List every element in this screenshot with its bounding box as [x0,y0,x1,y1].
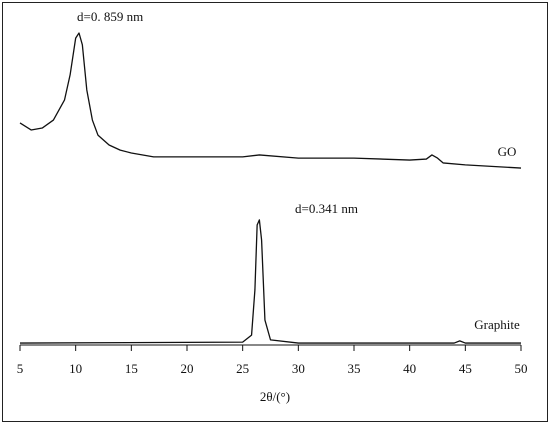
x-tick-label: 25 [236,361,249,376]
x-tick-label: 50 [515,361,528,376]
x-tick-label: 10 [69,361,82,376]
x-tick-label: 45 [459,361,472,376]
line-series [19,219,521,344]
series-label: GO [498,144,517,159]
line-series [19,32,522,169]
x-tick-label: 40 [403,361,416,376]
x-tick-label: 35 [348,361,361,376]
annotation: d=0. 859 nm [77,9,143,24]
x-tick-label: 5 [17,361,24,376]
series-label: Graphite [474,317,520,332]
x-tick-label: 20 [181,361,194,376]
x-tick-label: 30 [292,361,305,376]
x-axis-label: 2θ/(°) [260,389,290,404]
annotation: d=0.341 nm [295,201,358,216]
x-tick-label: 15 [125,361,138,376]
